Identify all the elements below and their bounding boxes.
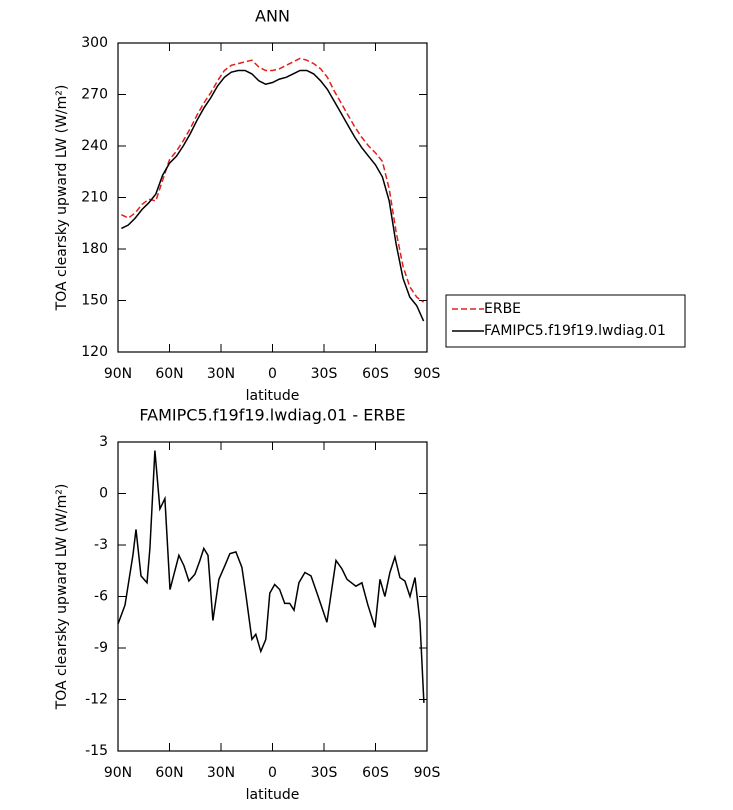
x-tick-label: 30N	[207, 765, 235, 781]
data-line	[121, 57, 425, 303]
x-tick-label: 90S	[414, 765, 441, 781]
x-axis-label: latitude	[246, 388, 300, 404]
x-tick-label: 90N	[104, 366, 132, 382]
x-tick-label: 0	[268, 366, 277, 382]
x-tick-label: 0	[268, 765, 277, 781]
chart-title: FAMIPC5.f19f19.lwdiag.01 - ERBE	[139, 406, 405, 425]
y-tick-label: -9	[94, 640, 108, 656]
y-tick-label: -3	[94, 537, 108, 553]
y-tick-label: 240	[81, 138, 108, 154]
y-tick-label: 300	[81, 35, 108, 51]
x-tick-label: 60S	[362, 765, 389, 781]
x-tick-label: 30S	[311, 366, 338, 382]
x-tick-label: 30S	[311, 765, 338, 781]
y-tick-label: 150	[81, 293, 108, 309]
y-tick-label: -15	[85, 743, 108, 759]
y-tick-label: 210	[81, 190, 108, 206]
y-axis-label: TOA clearsky upward LW (W/m²)	[54, 484, 70, 711]
x-tick-label: 60N	[155, 765, 183, 781]
legend-box	[445, 294, 686, 348]
x-tick-label: 90N	[104, 765, 132, 781]
y-tick-label: -6	[94, 589, 108, 605]
legend-label: ERBE	[484, 301, 521, 317]
x-tick-label: 30N	[207, 366, 235, 382]
y-tick-label: 180	[81, 241, 108, 257]
y-tick-label: 270	[81, 87, 108, 103]
y-tick-label: 120	[81, 344, 108, 360]
y-axis-label: TOA clearsky upward LW (W/m²)	[54, 85, 70, 312]
plot-frame	[117, 42, 428, 353]
x-tick-label: 60N	[155, 366, 183, 382]
plot-frame	[117, 441, 428, 752]
y-tick-label: 3	[99, 434, 108, 450]
x-axis-label: latitude	[246, 787, 300, 803]
data-line	[121, 69, 425, 322]
y-tick-label: -12	[85, 692, 108, 708]
x-tick-label: 90S	[414, 366, 441, 382]
legend-label: FAMIPC5.f19f19.lwdiag.01	[484, 323, 666, 339]
x-tick-label: 60S	[362, 366, 389, 382]
y-tick-label: 0	[99, 486, 108, 502]
data-line	[117, 450, 425, 703]
chart-title: ANN	[255, 7, 290, 26]
